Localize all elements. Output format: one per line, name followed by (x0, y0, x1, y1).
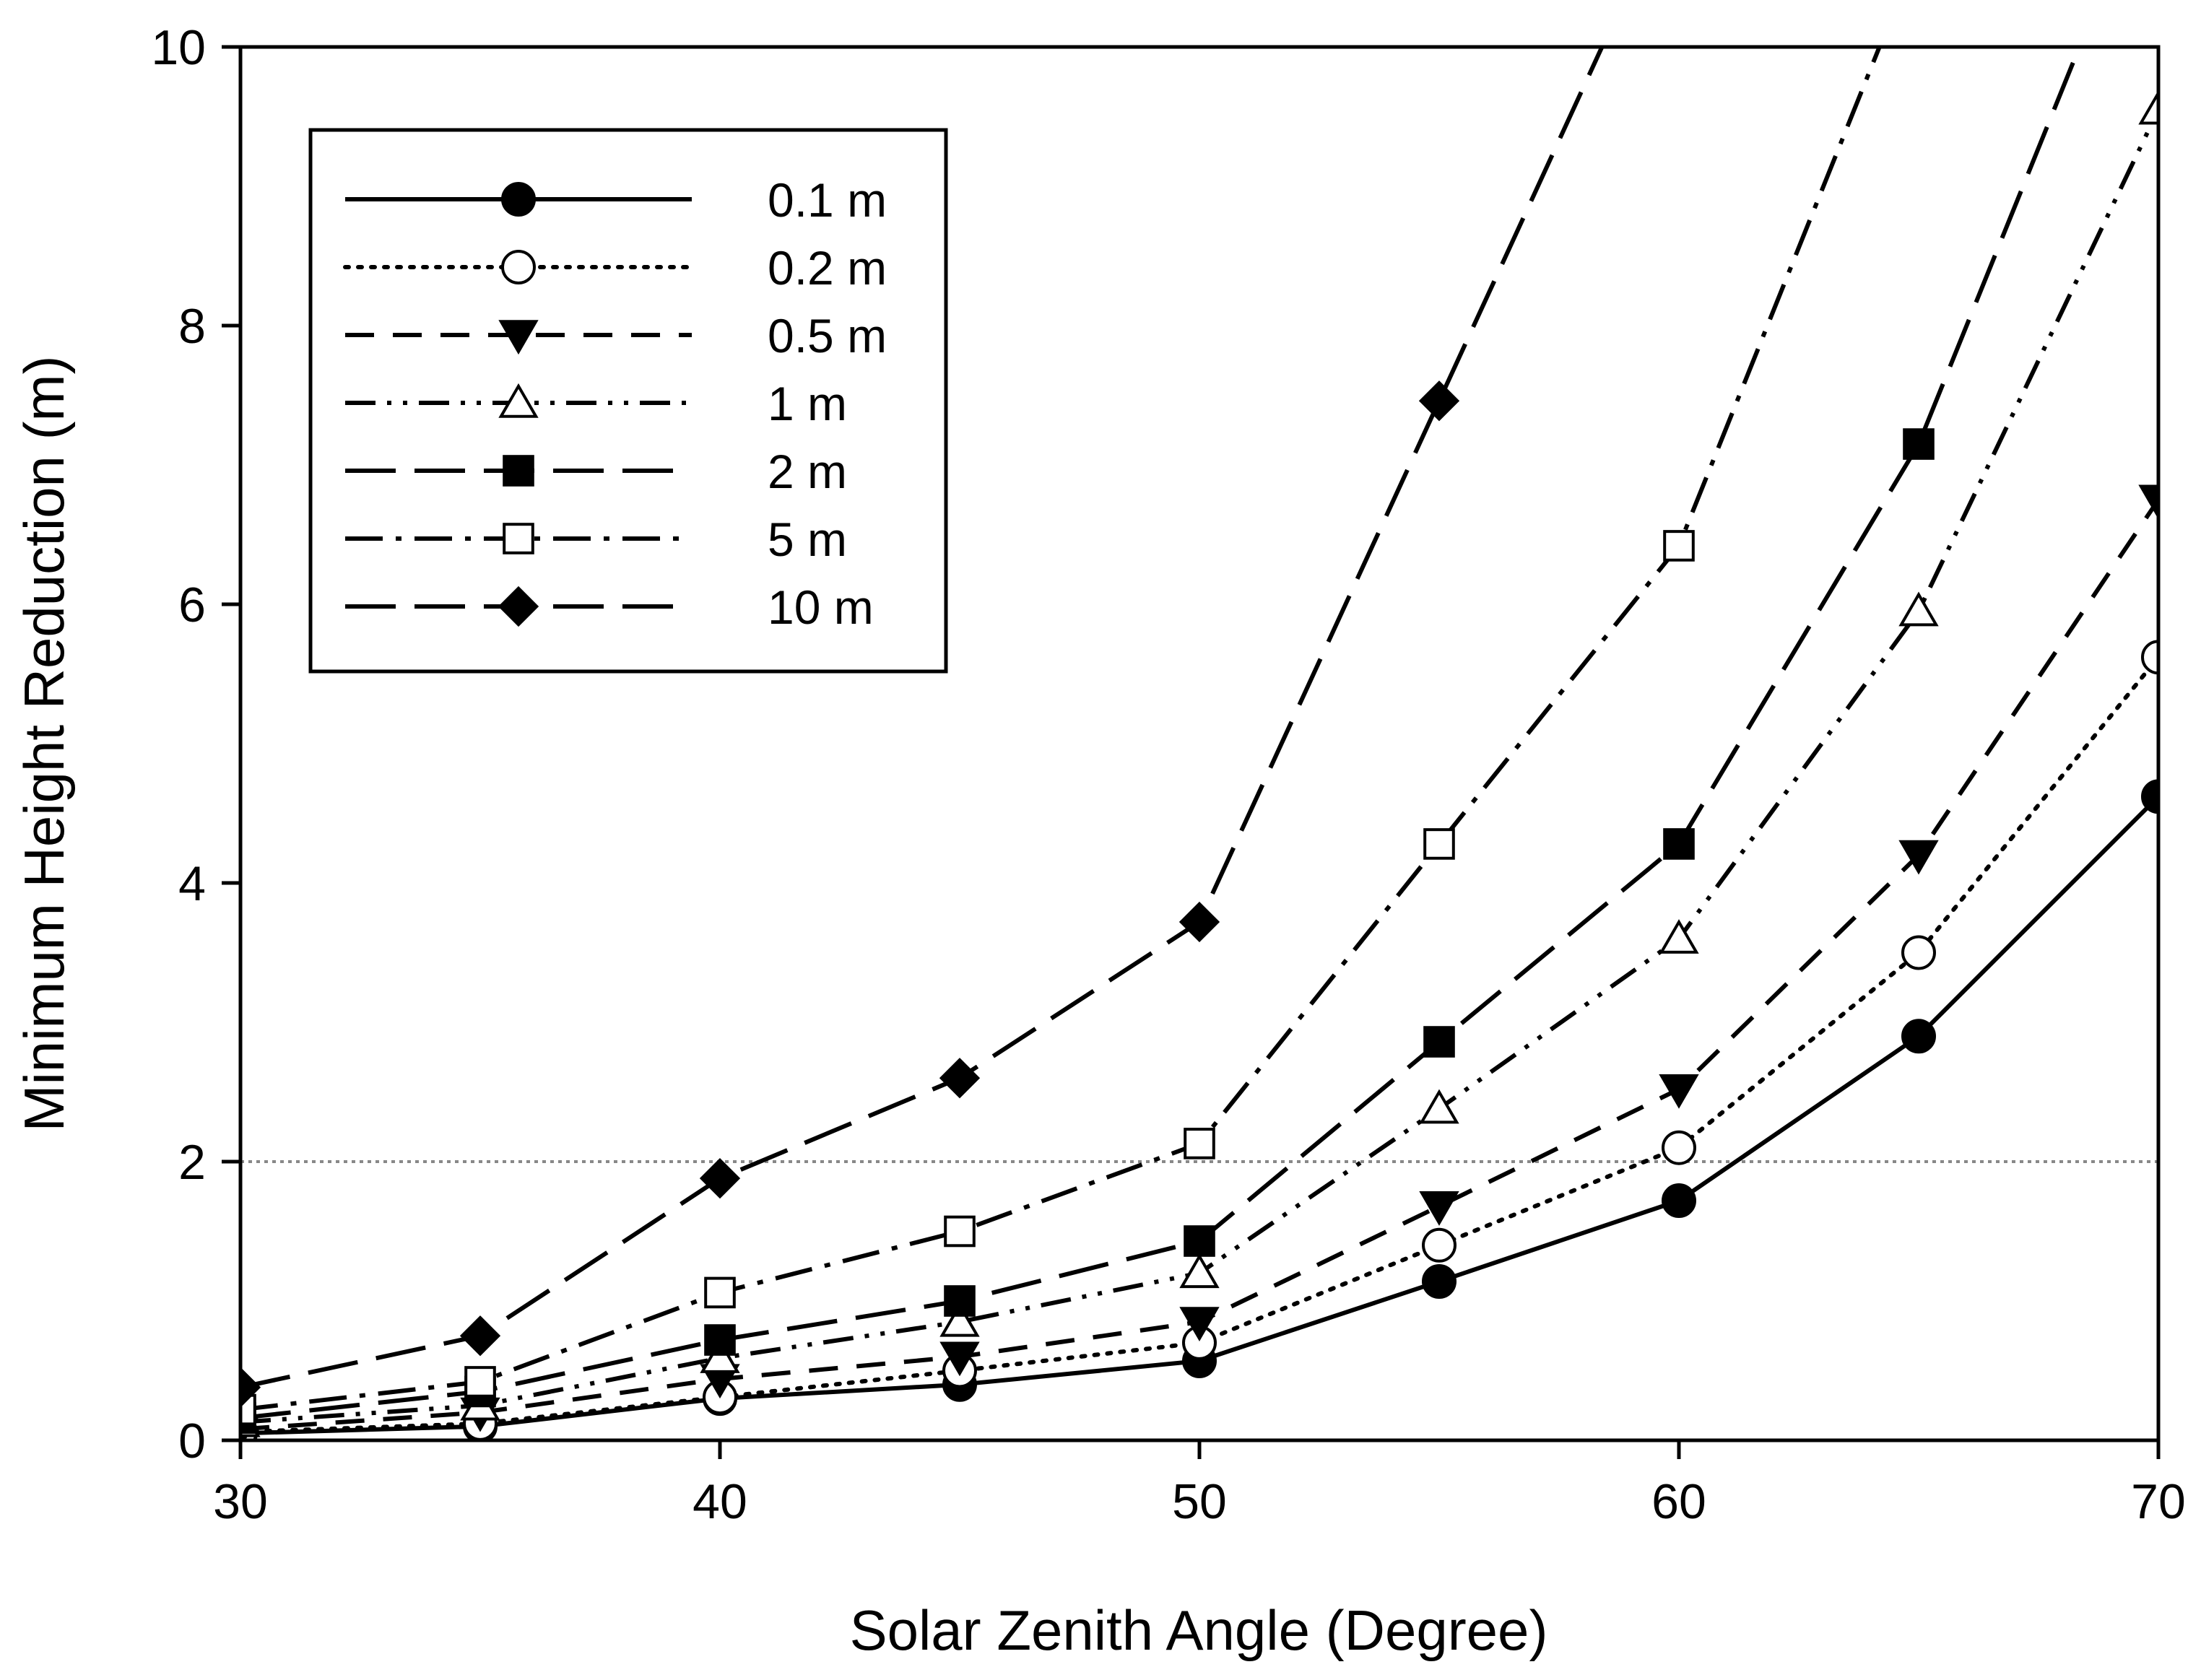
data-point (1659, 919, 1699, 954)
series-layer (240, 47, 2158, 1440)
series-0_5m (240, 484, 2158, 1440)
data-point (1422, 1227, 1457, 1263)
legend-marker (503, 455, 534, 487)
y-tick-label: 10 (151, 20, 206, 75)
data-point (944, 1285, 976, 1317)
data-point (2141, 779, 2158, 814)
legend-item: 2 m (345, 445, 847, 498)
legend-item: 10 m (345, 580, 874, 634)
legend-marker (501, 250, 536, 284)
data-point (700, 1339, 740, 1373)
legend-label: 2 m (768, 445, 847, 498)
legend-marker (503, 523, 534, 554)
data-point (1901, 1019, 1936, 1054)
y-tick-label: 0 (178, 1414, 206, 1468)
data-point (939, 1058, 981, 1099)
legend-marker (501, 182, 536, 217)
legend-item: 0.2 m (343, 241, 887, 295)
data-point (1898, 840, 1939, 875)
x-tick-label: 40 (693, 1474, 747, 1529)
x-tick-label: 60 (1651, 1474, 1706, 1529)
data-point (704, 1324, 736, 1356)
legend-marker (498, 383, 539, 418)
data-point (1662, 1130, 1696, 1165)
data-point (1184, 1128, 1215, 1159)
data-point (2138, 90, 2158, 125)
data-point (1419, 1191, 1459, 1226)
y-tick-label: 8 (178, 299, 206, 354)
series-10m (240, 47, 1605, 1408)
legend-label: 1 m (768, 377, 847, 430)
y-tick-label: 6 (178, 578, 206, 632)
data-point (939, 1341, 980, 1377)
data-point (1423, 828, 1455, 860)
data-point (1178, 901, 1220, 943)
legend-item: 0.5 m (345, 309, 887, 362)
y-axis: 0 2 4 6 8 10 (151, 20, 240, 1468)
data-point (1184, 1225, 1215, 1257)
legend-label: 0.1 m (768, 173, 887, 227)
legend-item: 5 m (345, 513, 847, 566)
data-point (944, 1215, 976, 1248)
y-tick-label: 4 (178, 856, 206, 911)
x-tick-label: 50 (1172, 1474, 1227, 1529)
legend-label: 0.5 m (768, 309, 887, 362)
data-point (939, 1302, 980, 1337)
y-tick-label: 2 (178, 1135, 206, 1190)
data-point (1662, 1183, 1696, 1219)
data-point (1659, 1074, 1699, 1109)
data-point (1418, 380, 1460, 422)
data-point (2138, 484, 2158, 520)
y-axis-title: Minimum Height Reduction (m) (12, 356, 76, 1132)
data-point (1422, 1263, 1457, 1299)
data-point (1179, 1253, 1220, 1289)
data-point (1901, 935, 1936, 970)
legend-marker (498, 586, 539, 627)
data-point (1898, 591, 1939, 627)
x-axis: 30 40 50 60 70 (213, 1440, 2186, 1529)
data-point (459, 1315, 501, 1357)
legend-label: 10 m (768, 580, 874, 634)
legend-item: 1 m (345, 377, 847, 430)
legend-marker (498, 320, 539, 355)
legend-label: 5 m (768, 513, 847, 566)
data-point (699, 1158, 741, 1199)
data-point (1903, 428, 1935, 460)
series-5m (240, 47, 1882, 1426)
x-tick-label: 30 (213, 1474, 268, 1529)
legend-item: 0.1 m (345, 173, 887, 227)
data-point (2141, 640, 2158, 675)
data-point (1179, 1307, 1220, 1342)
data-point (704, 1276, 736, 1309)
data-point (464, 1366, 496, 1398)
data-point (1663, 530, 1695, 562)
data-point (1663, 828, 1695, 860)
legend-label: 0.2 m (768, 241, 887, 295)
data-point (1423, 1026, 1455, 1058)
x-tick-label: 70 (2131, 1474, 2186, 1529)
x-axis-title: Solar Zenith Angle (Degree) (850, 1598, 1548, 1662)
data-point (240, 1367, 261, 1408)
data-point (1419, 1089, 1459, 1124)
legend: 0.1 m 0.2 m 0.5 m 1 m 2 m 5 m 10 m (308, 128, 948, 674)
